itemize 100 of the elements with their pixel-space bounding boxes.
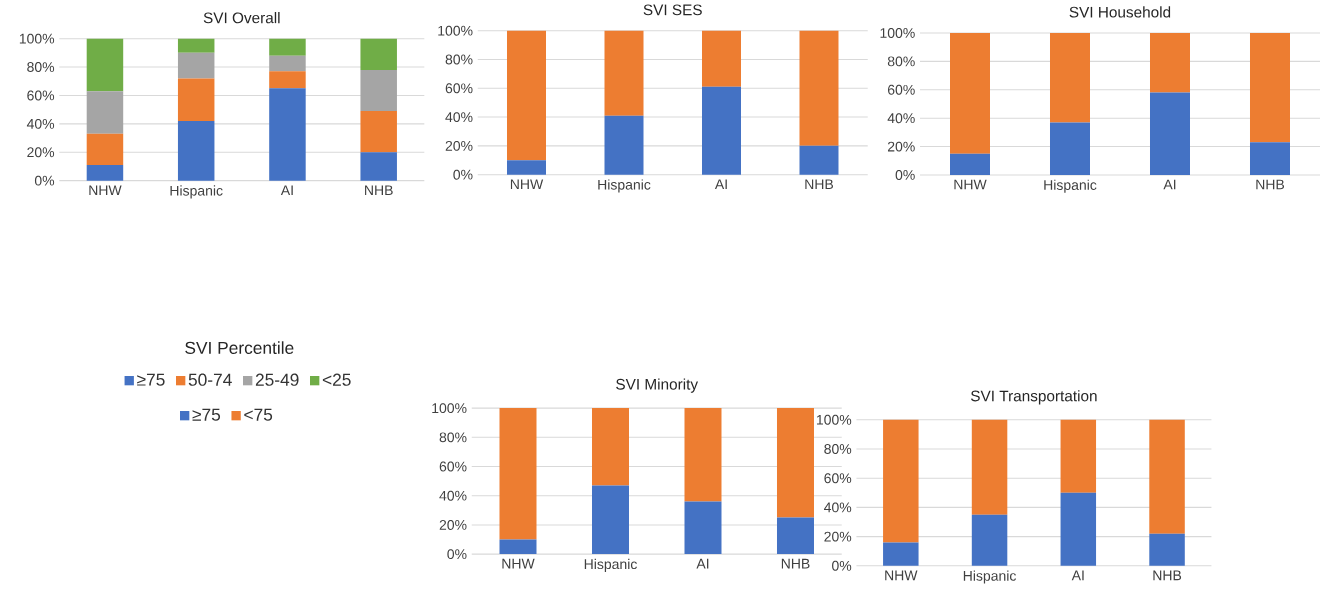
bar (177, 38, 215, 53)
x-tick-label: NHW (510, 179, 544, 189)
bar (86, 38, 124, 92)
bar (776, 517, 814, 555)
x-tick-label: Hispanic (598, 179, 651, 193)
y-tick-label: 60% (439, 461, 467, 472)
bar (971, 419, 1008, 515)
y-tick-label: 0% (34, 175, 55, 186)
legend-title: SVI Percentile (185, 341, 294, 354)
bar (883, 419, 919, 543)
bar (360, 110, 397, 153)
legend-label: <75 (244, 408, 273, 421)
bar (507, 30, 546, 161)
x-tick-label: NHB (781, 558, 810, 569)
y-tick-label: 0% (832, 560, 852, 571)
chart-title: SVI Minority (616, 378, 699, 393)
y-tick-label: 100% (438, 25, 473, 36)
x-tick-label: NHB (365, 185, 393, 195)
bar (86, 91, 124, 134)
y-tick-label: 0% (453, 169, 473, 180)
x-tick-label: AI (280, 185, 293, 195)
y-tick-label: 40% (887, 113, 915, 124)
x-tick-label: NHB (805, 179, 834, 189)
y-tick-label: 60% (27, 90, 55, 101)
bar (971, 514, 1008, 566)
bar (360, 38, 397, 70)
bar (776, 408, 814, 518)
bar (604, 115, 644, 175)
y-tick-label: 60% (824, 473, 852, 484)
bar (604, 30, 644, 116)
bar (269, 88, 306, 181)
y-tick-label: 80% (445, 54, 473, 65)
x-tick-label: NHB (1256, 179, 1285, 190)
bar (702, 30, 741, 87)
y-tick-label: 40% (445, 112, 473, 122)
bar (499, 539, 537, 555)
y-tick-label: 20% (27, 147, 55, 158)
bar (177, 120, 215, 181)
chart-title: SVI Transportation (970, 390, 1097, 405)
y-tick-label: 100% (880, 27, 915, 38)
y-tick-label: 100% (19, 33, 55, 44)
x-tick-label: AI (1071, 570, 1084, 581)
bar (86, 133, 124, 165)
x-tick-label: Hispanic (963, 570, 1017, 584)
x-tick-label: AI (1163, 179, 1176, 190)
bar (269, 38, 306, 56)
x-tick-label: Hispanic (1044, 179, 1097, 193)
legend-label: 25-49 (255, 373, 299, 386)
x-tick-label: Hispanic (584, 558, 637, 572)
x-tick-label: NHW (954, 179, 987, 190)
y-tick-label: 40% (26, 118, 55, 129)
y-tick-label: 20% (445, 140, 473, 151)
bar (360, 152, 397, 181)
legend-label: 50-74 (188, 373, 232, 386)
bar (269, 55, 306, 72)
bar (1150, 32, 1190, 93)
bar (883, 542, 919, 566)
y-tick-label: 100% (432, 403, 467, 413)
bar (1050, 32, 1090, 123)
bar (702, 86, 741, 175)
y-tick-label: 20% (439, 519, 467, 530)
bar (950, 32, 990, 154)
x-tick-label: Hispanic (170, 185, 223, 199)
bar (1050, 122, 1090, 175)
bar (499, 408, 537, 540)
legend-label: <25 (322, 373, 351, 386)
y-tick-label: 40% (824, 502, 852, 513)
bar (799, 30, 839, 146)
x-tick-label: AI (696, 558, 709, 569)
y-tick-label: 20% (887, 141, 915, 152)
y-tick-label: 80% (27, 62, 55, 72)
x-tick-label: NHW (502, 558, 535, 569)
bar (360, 69, 397, 111)
bar (1150, 92, 1190, 175)
bar (950, 153, 990, 175)
bar (1250, 142, 1290, 175)
y-tick-label: 60% (887, 84, 915, 95)
y-tick-label: 40% (439, 490, 467, 501)
chart-title: SVI Household (1069, 6, 1171, 18)
y-tick-label: 0% (895, 169, 915, 180)
bar (799, 145, 839, 175)
x-tick-label: NHW (89, 185, 122, 195)
y-tick-label: 0% (447, 549, 467, 559)
x-tick-label: NHW (885, 570, 918, 581)
y-tick-label: 20% (824, 531, 852, 542)
bar (1250, 32, 1290, 143)
bar (1060, 419, 1097, 493)
chart-title: SVI Overall (203, 11, 280, 24)
bar (1149, 533, 1185, 566)
y-tick-label: 60% (445, 83, 473, 94)
bar (684, 408, 722, 502)
y-tick-label: 80% (887, 56, 915, 67)
legend-label: ≥75 (137, 373, 165, 386)
bar (507, 160, 546, 175)
bar (1149, 419, 1185, 534)
bar (86, 164, 124, 181)
bar (1060, 492, 1097, 566)
bar (269, 71, 306, 89)
y-tick-label: 80% (439, 432, 467, 443)
y-tick-label: 80% (824, 443, 852, 454)
